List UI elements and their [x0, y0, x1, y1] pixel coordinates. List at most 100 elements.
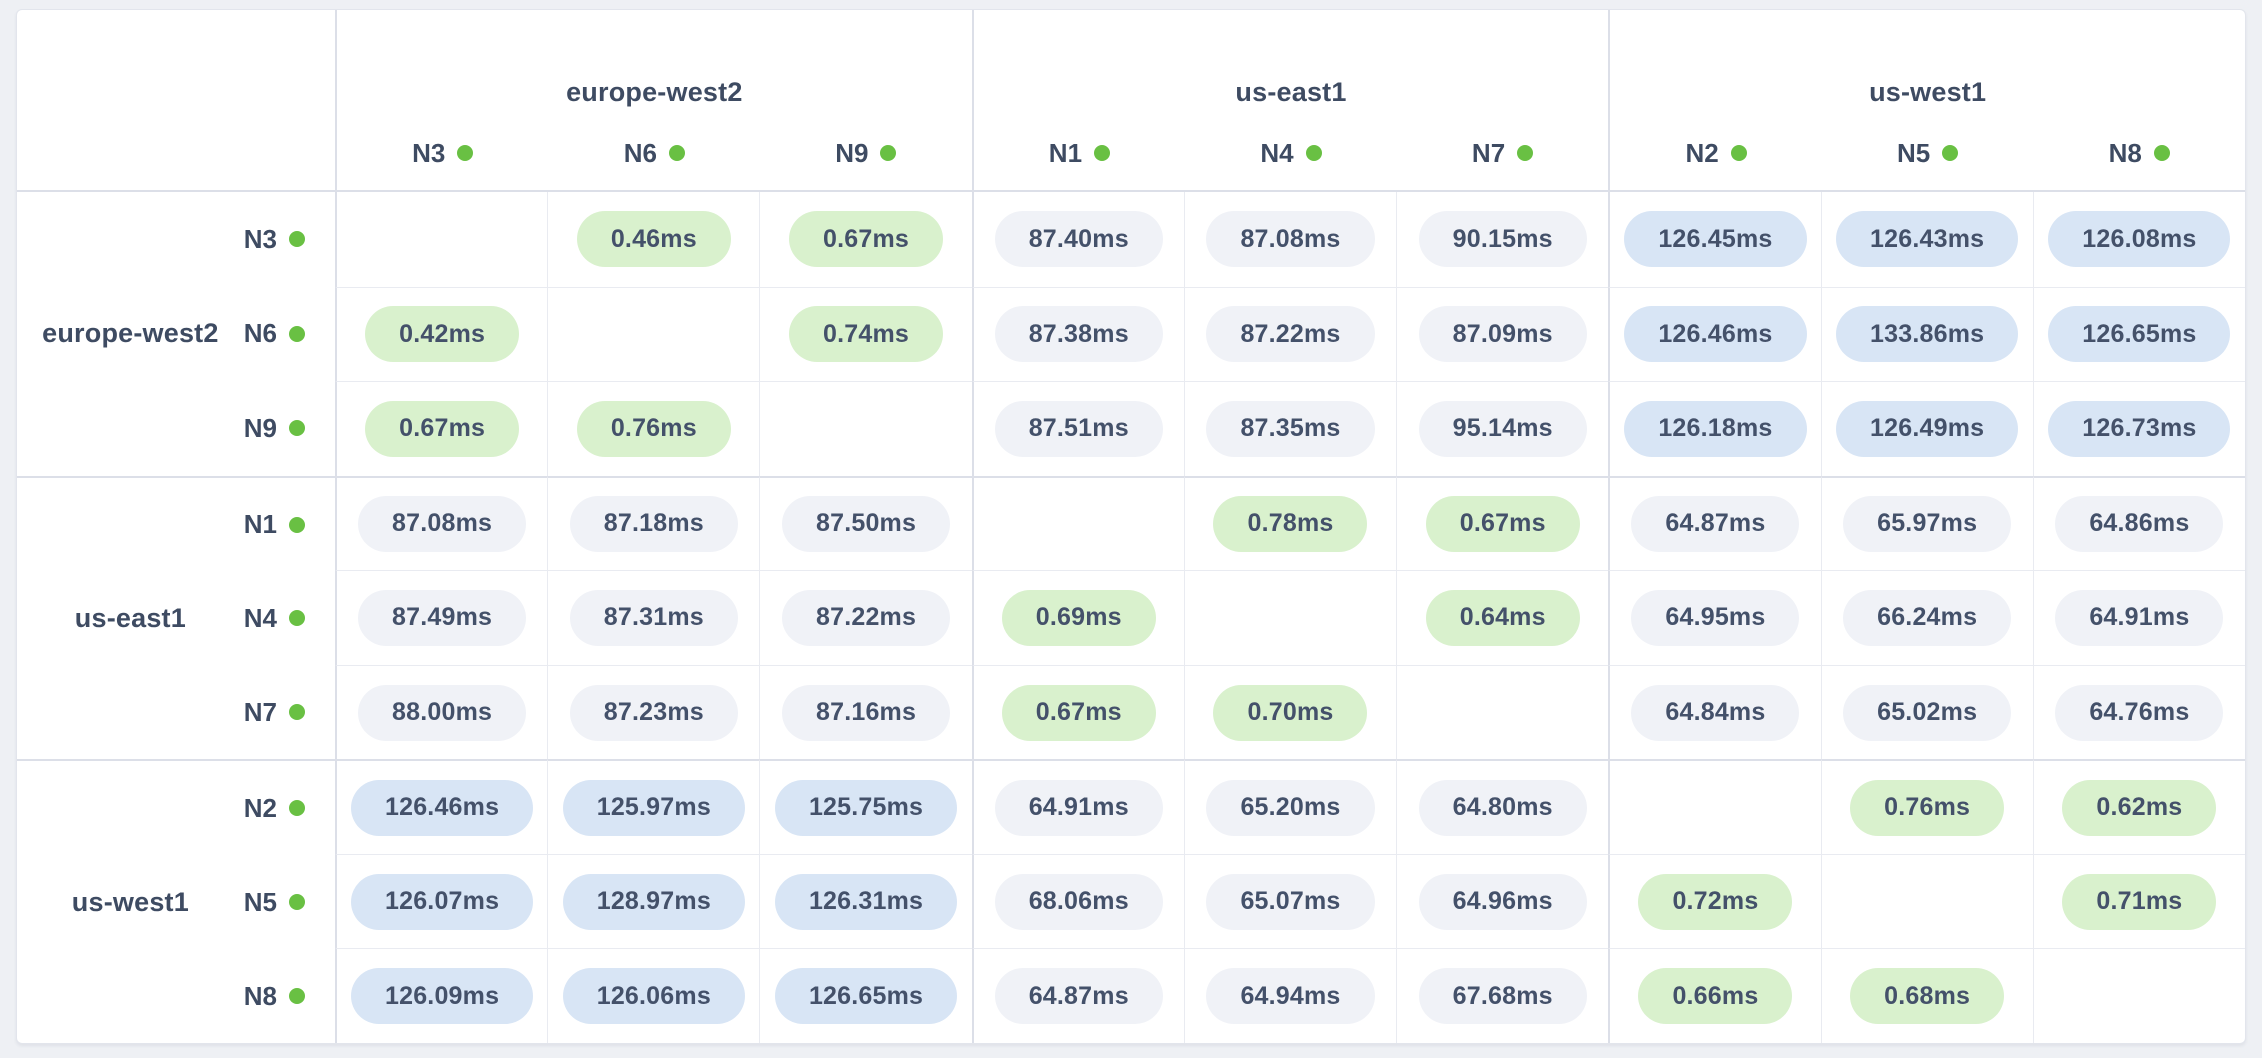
latency-value-pill[interactable]: 0.64ms: [1425, 589, 1580, 646]
latency-value-pill[interactable]: 87.22ms: [1206, 306, 1375, 363]
latency-value-pill[interactable]: 0.66ms: [1638, 968, 1793, 1025]
latency-value-pill[interactable]: 87.38ms: [994, 306, 1163, 363]
latency-value-pill[interactable]: 0.74ms: [789, 306, 944, 363]
column-node-label[interactable]: N2: [1685, 137, 1719, 168]
latency-value-pill[interactable]: 125.75ms: [774, 779, 958, 836]
column-node-label[interactable]: N7: [1471, 137, 1506, 168]
latency-value-pill[interactable]: 133.86ms: [1836, 306, 2019, 363]
column-node-label[interactable]: N1: [1048, 137, 1083, 168]
latency-value-pill[interactable]: 0.76ms: [576, 400, 731, 457]
latency-value-pill[interactable]: 64.91ms: [994, 779, 1163, 836]
latency-value-pill[interactable]: 0.76ms: [1850, 779, 2005, 836]
latency-value-pill[interactable]: 126.06ms: [562, 968, 745, 1025]
latency-value-pill[interactable]: 64.91ms: [2055, 589, 2224, 646]
latency-value-pill[interactable]: 0.68ms: [1850, 968, 2005, 1025]
column-node-label[interactable]: N6: [623, 137, 657, 168]
row-node-label[interactable]: N9: [243, 412, 277, 443]
latency-value-pill[interactable]: 0.67ms: [365, 400, 520, 457]
row-node-label[interactable]: N5: [243, 886, 277, 917]
latency-value-pill[interactable]: 128.97ms: [562, 873, 745, 930]
latency-value-pill[interactable]: 88.00ms: [358, 684, 527, 741]
latency-value-pill[interactable]: 126.46ms: [351, 779, 534, 836]
latency-value-pill[interactable]: 66.24ms: [1843, 589, 2012, 646]
latency-value-pill[interactable]: 65.02ms: [1843, 684, 2012, 741]
latency-value-pill[interactable]: 0.70ms: [1213, 684, 1368, 741]
latency-value-pill[interactable]: 87.09ms: [1418, 306, 1587, 363]
latency-value-pill[interactable]: 126.65ms: [2048, 306, 2231, 363]
latency-value-pill[interactable]: 0.67ms: [789, 211, 944, 268]
latency-cell: 87.31ms: [547, 570, 760, 665]
latency-value-pill[interactable]: 90.15ms: [1418, 211, 1587, 268]
latency-value-pill[interactable]: 0.42ms: [365, 306, 520, 363]
latency-cell: 87.09ms: [1396, 286, 1609, 382]
latency-value-pill[interactable]: 87.31ms: [569, 589, 738, 646]
latency-value-pill[interactable]: 64.87ms: [1631, 495, 1800, 552]
latency-value-pill[interactable]: 64.76ms: [2055, 684, 2224, 741]
latency-value-pill[interactable]: 87.22ms: [781, 589, 951, 646]
latency-value-pill[interactable]: 87.08ms: [1206, 211, 1375, 268]
latency-value-pill[interactable]: 64.84ms: [1631, 684, 1800, 741]
latency-value-pill[interactable]: 126.08ms: [2048, 211, 2231, 268]
row-node-label[interactable]: N6: [243, 318, 277, 349]
latency-value-pill[interactable]: 87.08ms: [358, 495, 527, 552]
latency-value-pill[interactable]: 126.65ms: [774, 968, 958, 1025]
column-node-label[interactable]: N4: [1260, 137, 1294, 168]
latency-cell: 87.22ms: [759, 570, 972, 665]
row-region-label: europe-west2: [42, 318, 219, 349]
latency-value-pill[interactable]: 64.96ms: [1418, 873, 1587, 930]
row-node-label[interactable]: N7: [243, 696, 277, 727]
latency-value-pill[interactable]: 0.67ms: [1001, 684, 1156, 741]
latency-value-pill[interactable]: 0.72ms: [1638, 873, 1793, 930]
row-node-label[interactable]: N1: [243, 509, 277, 540]
latency-value-pill[interactable]: 87.40ms: [994, 211, 1163, 268]
latency-value-pill[interactable]: 126.09ms: [351, 968, 534, 1025]
row-node-label[interactable]: N2: [243, 792, 277, 823]
latency-value-pill[interactable]: 64.80ms: [1418, 779, 1587, 836]
latency-value-pill[interactable]: 126.18ms: [1624, 400, 1807, 457]
latency-value-pill[interactable]: 126.46ms: [1624, 306, 1807, 363]
column-node-label[interactable]: N8: [2108, 137, 2142, 168]
latency-value-pill[interactable]: 87.18ms: [569, 495, 738, 552]
latency-value-pill[interactable]: 125.97ms: [562, 779, 745, 836]
latency-cell: 126.07ms: [335, 853, 548, 949]
row-node-header: N8: [244, 949, 335, 1043]
latency-value-pill[interactable]: 64.95ms: [1631, 589, 1800, 646]
row-node-label[interactable]: N3: [243, 223, 277, 254]
latency-value-pill[interactable]: 68.06ms: [994, 873, 1163, 930]
column-node-label[interactable]: N9: [835, 137, 869, 168]
latency-value-pill[interactable]: 67.68ms: [1418, 968, 1587, 1025]
latency-value-pill[interactable]: 65.20ms: [1206, 779, 1375, 836]
latency-value-pill[interactable]: 87.50ms: [781, 495, 951, 552]
latency-value-pill[interactable]: 64.94ms: [1206, 968, 1375, 1025]
column-node-label[interactable]: N3: [412, 137, 446, 168]
row-node-label[interactable]: N8: [243, 980, 277, 1011]
latency-value-pill[interactable]: 87.23ms: [569, 684, 738, 741]
latency-value-pill[interactable]: 126.73ms: [2048, 400, 2231, 457]
latency-value-pill[interactable]: 95.14ms: [1418, 400, 1587, 457]
latency-value-pill[interactable]: 126.45ms: [1624, 211, 1807, 268]
node-status-dot: [289, 325, 305, 342]
column-node-header: N1: [974, 130, 1186, 176]
latency-value-pill[interactable]: 87.16ms: [781, 684, 951, 741]
latency-value-pill[interactable]: 0.69ms: [1001, 589, 1156, 646]
row-node-label[interactable]: N4: [243, 602, 277, 633]
latency-value-pill[interactable]: 87.49ms: [358, 589, 527, 646]
latency-value-pill[interactable]: 0.71ms: [2062, 873, 2217, 930]
latency-value-pill[interactable]: 0.62ms: [2062, 779, 2217, 836]
latency-value-pill[interactable]: 126.31ms: [774, 873, 958, 930]
latency-value-pill[interactable]: 64.86ms: [2055, 495, 2224, 552]
latency-value-pill[interactable]: 87.51ms: [994, 400, 1163, 457]
latency-value-pill[interactable]: 0.67ms: [1425, 495, 1580, 552]
latency-value-pill[interactable]: 126.07ms: [351, 873, 534, 930]
latency-value-pill[interactable]: 64.87ms: [994, 968, 1163, 1025]
latency-cell: 90.15ms: [1396, 192, 1608, 287]
latency-value-pill[interactable]: 126.43ms: [1836, 211, 2019, 268]
latency-value-pill[interactable]: 0.78ms: [1213, 495, 1368, 552]
latency-cell: 64.86ms: [2032, 475, 2245, 571]
latency-value-pill[interactable]: 87.35ms: [1206, 400, 1375, 457]
latency-value-pill[interactable]: 65.07ms: [1206, 873, 1375, 930]
latency-value-pill[interactable]: 0.46ms: [576, 211, 731, 268]
latency-value-pill[interactable]: 65.97ms: [1843, 495, 2012, 552]
latency-value-pill[interactable]: 126.49ms: [1836, 400, 2019, 457]
column-node-label[interactable]: N5: [1897, 137, 1931, 168]
